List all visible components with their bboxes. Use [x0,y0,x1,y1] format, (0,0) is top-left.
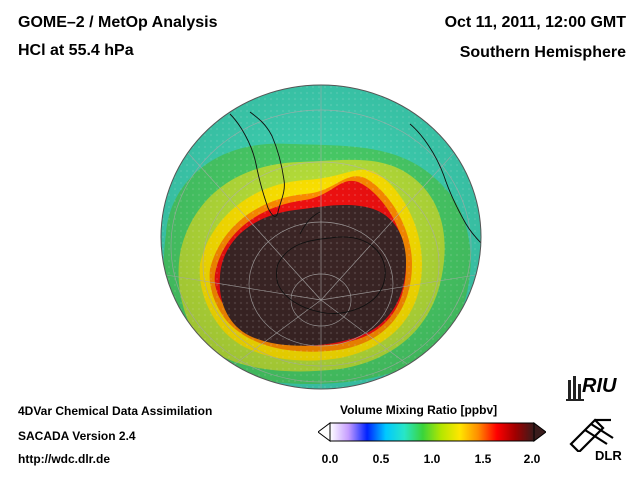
globe-outline [160,84,482,390]
colorbar-tick-label: 0.5 [372,452,390,466]
colorbar-tick-label: 0.0 [321,452,339,466]
colorbar-gradient [329,422,535,442]
footer-method: 4DVar Chemical Data Assimilation [18,404,213,418]
footer-url: http://wdc.dlr.de [18,452,110,466]
map-region: Southern Hemisphere [459,44,626,61]
colorbar-title: Volume Mixing Ratio [ppbv] [340,403,498,417]
globe-map [160,84,482,390]
colorbar-min-arrow [318,422,331,442]
footer-version: SACADA Version 2.4 [18,429,136,443]
colorbar-max-arrow [533,422,546,442]
riu-logo-text: RIU [582,375,617,397]
colorbar [318,422,546,442]
dlr-logo-text: DLR [595,448,622,463]
map-title: GOME–2 / MetOp Analysis [18,14,218,31]
colorbar-tick-label: 1.0 [423,452,441,466]
globe-shading [161,85,481,389]
colorbar-tick-label: 2.0 [523,452,541,466]
map-subtitle: HCl at 55.4 hPa [18,42,134,59]
riu-logo-icon [566,376,584,401]
colorbar-tick-label: 1.5 [474,452,492,466]
map-date: Oct 11, 2011, 12:00 GMT [444,14,626,31]
dlr-logo-icon [569,418,614,452]
